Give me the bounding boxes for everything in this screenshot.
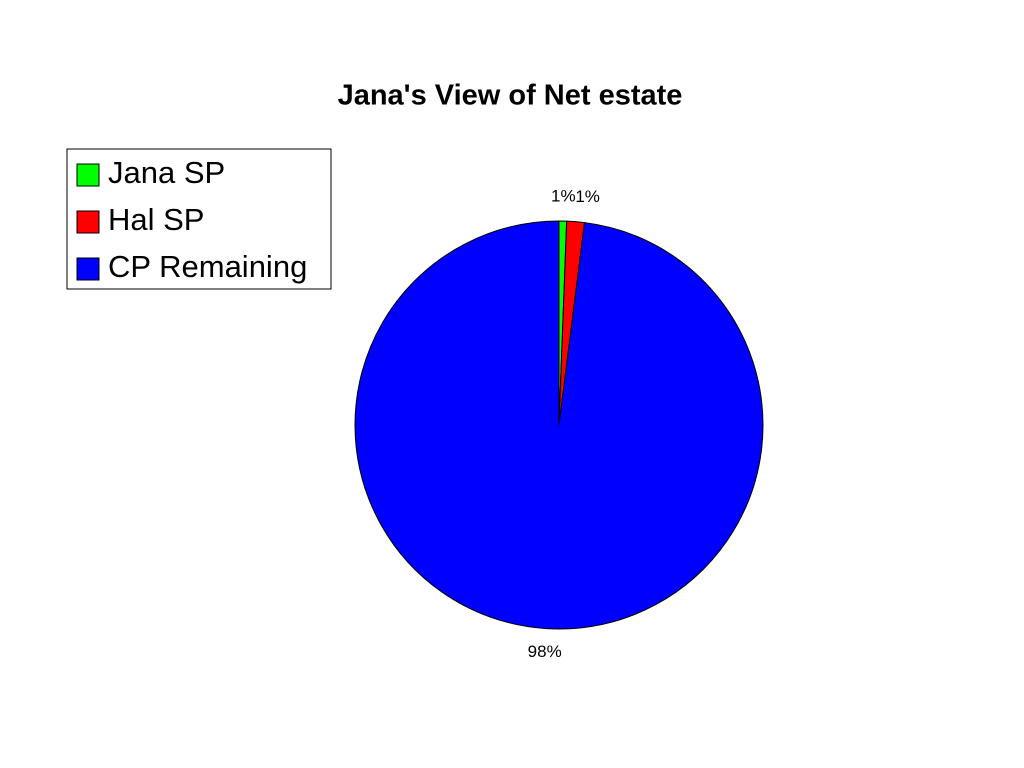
legend-swatch [76, 163, 100, 187]
legend-swatch [76, 257, 100, 281]
slice-label: 98% [528, 642, 562, 661]
legend-label: CP Remaining [108, 249, 307, 284]
pie-slice [354, 220, 764, 630]
slice-label: 1% [551, 187, 576, 206]
chart-title: Jana's View of Net estate [338, 80, 683, 112]
legend-box [66, 148, 332, 290]
legend-label: Jana SP [108, 155, 225, 190]
legend-swatch [76, 210, 100, 234]
legend-label: Hal SP [108, 202, 204, 237]
slice-label: 1% [575, 187, 600, 206]
